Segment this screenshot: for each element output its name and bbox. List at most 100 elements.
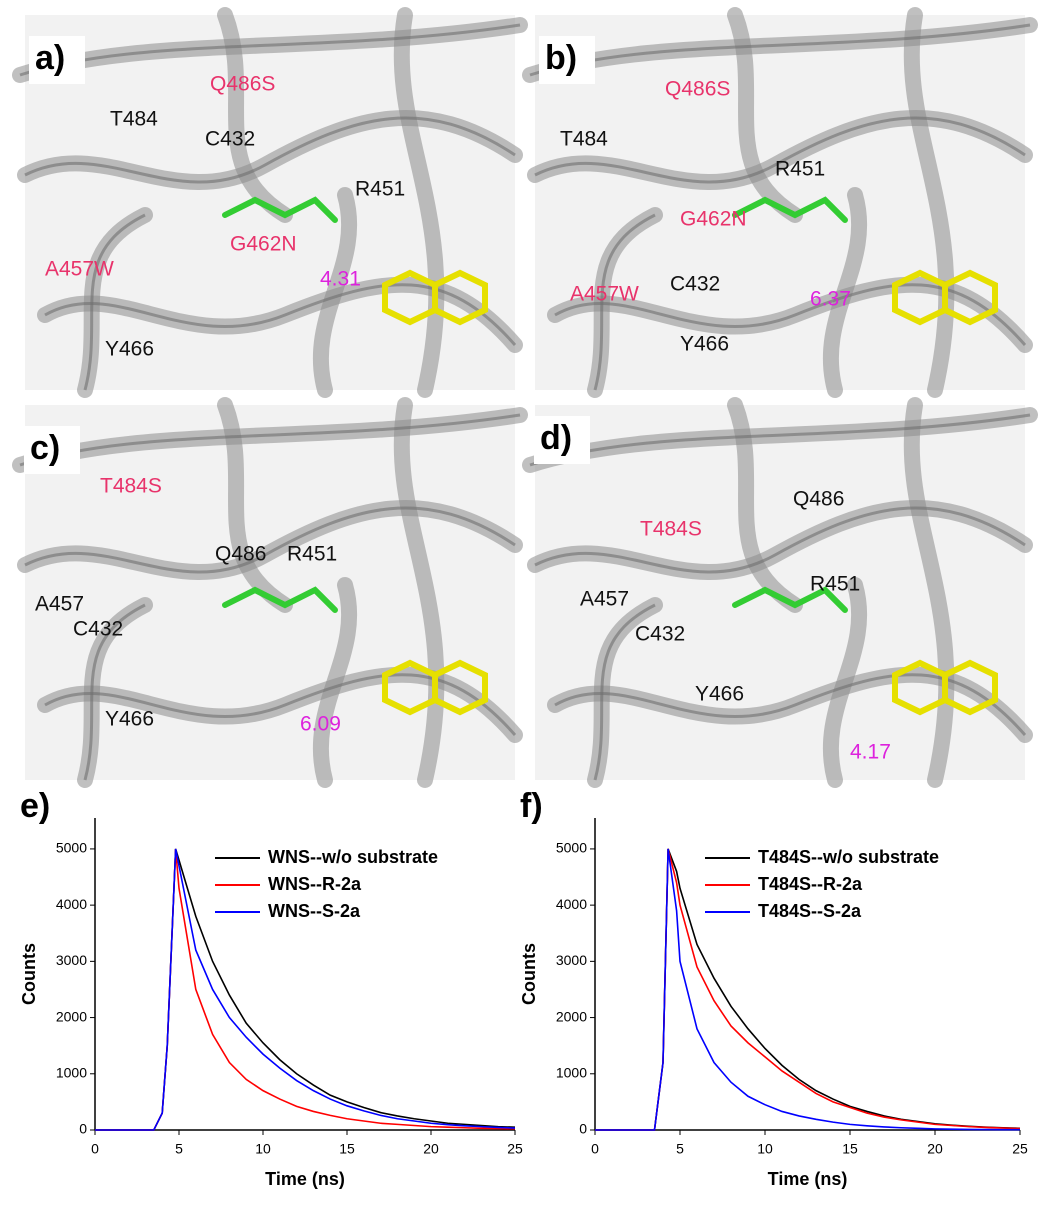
fad-cofactor <box>382 659 488 716</box>
decay-curve <box>595 848 1021 1131</box>
y-tick-label: 1000 <box>56 1064 87 1080</box>
y-tick-label: 3000 <box>56 952 87 968</box>
letter-bg <box>24 426 80 474</box>
ribbon-edge <box>534 506 1026 574</box>
x-tick-label: 10 <box>255 1141 271 1157</box>
y-tick-label: 2000 <box>556 1008 587 1024</box>
structure-panel: d) Q486 T484S R451 A457 C432 Y466 4.17 <box>522 397 1038 788</box>
substrate <box>732 196 848 223</box>
residue-label: 4.31 <box>320 268 361 291</box>
x-tick-label: 10 <box>757 1141 773 1157</box>
y-tick-label: 3000 <box>556 952 587 968</box>
residue-label: Y466 <box>105 338 154 361</box>
ribbon-edge <box>534 116 1026 184</box>
residue-label: A457W <box>45 258 114 281</box>
ribbon <box>312 187 358 398</box>
residue-label: G462N <box>680 208 747 231</box>
residue-label: T484S <box>100 475 162 498</box>
y-tick-label: 4000 <box>56 896 87 912</box>
y-tick-label: 5000 <box>556 840 587 856</box>
y-tick-label: 0 <box>79 1121 87 1137</box>
y-tick-label: 4000 <box>556 896 587 912</box>
legend-label: WNS--S-2a <box>268 901 361 921</box>
residue-label: C432 <box>670 273 720 296</box>
legend-label: WNS--R-2a <box>268 874 362 894</box>
residue-label: 6.37 <box>810 288 851 311</box>
ribbon <box>822 577 868 788</box>
ribbon <box>217 397 293 613</box>
ribbon-edge <box>593 213 656 391</box>
ribbon-edge <box>593 603 656 781</box>
panel-letter: a) <box>35 39 65 77</box>
x-axis-label: Time (ns) <box>265 1169 345 1189</box>
legend-label: WNS--w/o substrate <box>268 847 438 867</box>
residue-label: R451 <box>775 158 825 181</box>
ribbon <box>903 397 955 788</box>
ribbon <box>727 397 803 613</box>
x-axis-label: Time (ns) <box>768 1169 848 1189</box>
decay-curve <box>595 848 1021 1131</box>
fad-cofactor <box>892 269 998 326</box>
panel-letter: c) <box>30 429 60 467</box>
x-tick-label: 25 <box>507 1141 523 1157</box>
residue-label: R451 <box>355 178 405 201</box>
residue-label: G462N <box>230 233 297 256</box>
x-tick-label: 15 <box>842 1141 858 1157</box>
ribbon-edge <box>554 673 1027 736</box>
residue-label: T484S <box>640 518 702 541</box>
ribbon <box>822 187 868 398</box>
residue-label: Q486S <box>665 78 730 101</box>
legend-label: T484S--S-2a <box>758 901 862 921</box>
residue-label: R451 <box>287 543 337 566</box>
letter-bg <box>539 36 595 84</box>
y-tick-label: 5000 <box>56 840 87 856</box>
substrate <box>222 196 338 223</box>
ribbon-edge <box>24 116 516 184</box>
x-tick-label: 20 <box>927 1141 943 1157</box>
fad-cofactor <box>382 269 488 326</box>
residue-label: 6.09 <box>300 713 341 736</box>
panel-letter: e) <box>20 787 50 825</box>
letter-bg <box>29 36 85 84</box>
ribbon <box>727 7 803 223</box>
x-tick-label: 5 <box>175 1141 183 1157</box>
x-tick-label: 20 <box>423 1141 439 1157</box>
residue-label: R451 <box>810 573 860 596</box>
ribbon-edge <box>554 283 1027 346</box>
decay-curve <box>95 848 516 1131</box>
residue-label: Q486 <box>793 488 844 511</box>
x-tick-label: 15 <box>339 1141 355 1157</box>
ribbon <box>217 7 293 223</box>
x-tick-label: 5 <box>676 1141 684 1157</box>
y-tick-label: 2000 <box>56 1008 87 1024</box>
ribbon <box>393 7 445 398</box>
ribbon <box>903 7 955 398</box>
substrate <box>732 586 848 613</box>
legend-label: T484S--R-2a <box>758 874 863 894</box>
residue-label: A457 <box>580 588 629 611</box>
residue-label: T484 <box>110 108 158 131</box>
legend-label: T484S--w/o substrate <box>758 847 939 867</box>
residue-label: Y466 <box>680 333 729 356</box>
residue-label: C432 <box>205 128 255 151</box>
structure-panel: b) Q486S T484 R451 G462N A457W C432 6.37 Y466 <box>522 7 1038 398</box>
residue-label: Q486S <box>210 73 275 96</box>
residue-label: C432 <box>73 618 123 641</box>
ribbon-edge <box>44 283 517 346</box>
structure-panel: a) Q486S T484 C432 R451 G462N A457W 4.31 Y466 <box>12 7 528 398</box>
letter-bg <box>534 416 590 464</box>
residue-label: 4.17 <box>850 741 891 764</box>
ribbon-edge <box>83 603 146 781</box>
y-tick-label: 1000 <box>556 1064 587 1080</box>
ribbon <box>312 577 358 788</box>
panel-letter: f) <box>520 787 543 825</box>
residue-label: Y466 <box>695 683 744 706</box>
y-axis-label: Counts <box>19 943 39 1005</box>
y-tick-label: 0 <box>579 1121 587 1137</box>
ribbon-edge <box>44 673 517 736</box>
substrate <box>222 586 338 613</box>
ribbon-edge <box>24 506 516 574</box>
y-axis-label: Counts <box>519 943 539 1005</box>
